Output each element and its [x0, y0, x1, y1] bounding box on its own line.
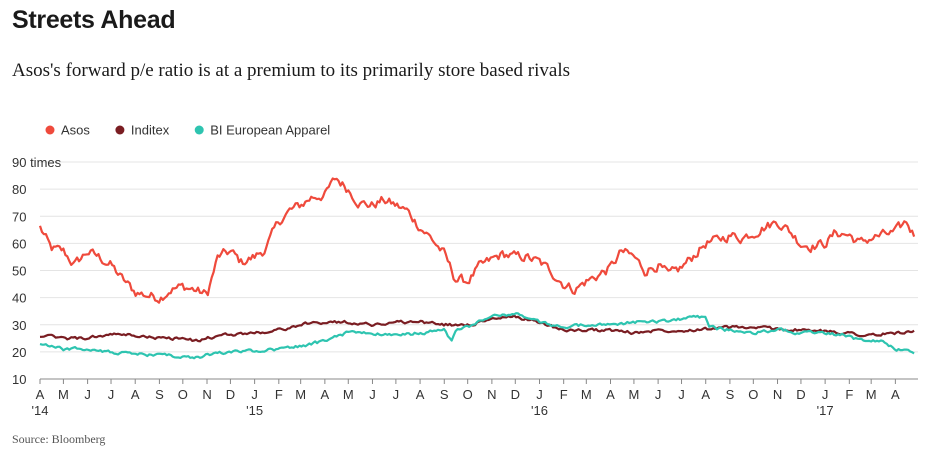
- chart-svg: Asos Inditex BI European Apparel 10 20 30 40 5…: [12, 123, 918, 418]
- x-tick-label: A: [891, 387, 900, 402]
- legend-marker-0: [45, 125, 55, 135]
- y-axis: 10 20 30 40 50 60 70 80 90 times: [12, 155, 62, 387]
- legend: Asos Inditex BI European Apparel: [45, 123, 330, 138]
- x-tick-label: A: [36, 387, 45, 402]
- x-tick-label: A: [416, 387, 425, 402]
- y-tick-label: 80: [12, 182, 26, 197]
- x-tick-label: J: [393, 387, 400, 402]
- legend-label-0: Asos: [61, 123, 90, 138]
- x-tick-label: J: [251, 387, 258, 402]
- x-tick-label: M: [295, 387, 306, 402]
- legend-label-2: BI European Apparel: [210, 123, 330, 138]
- y-tick-label: 20: [12, 345, 26, 360]
- x-tick-label: A: [131, 387, 140, 402]
- x-tick-label: D: [511, 387, 520, 402]
- y-tick-label: 10: [12, 372, 26, 387]
- legend-marker-1: [115, 125, 125, 135]
- y-tick-label: 60: [12, 236, 26, 251]
- y-tick-label: 70: [12, 209, 26, 224]
- x-tick-label: F: [560, 387, 568, 402]
- x-tick-label: O: [463, 387, 473, 402]
- series-line-inditex: [39, 314, 915, 343]
- x-tick-label: O: [748, 387, 758, 402]
- x-tick-label: M: [628, 387, 639, 402]
- x-tick-label: S: [440, 387, 449, 402]
- x-tick-label: J: [108, 387, 115, 402]
- x-tick-label: N: [487, 387, 496, 402]
- series-lines: [38, 177, 916, 360]
- x-tick-label: D: [226, 387, 235, 402]
- x-tick-label: S: [726, 387, 735, 402]
- y-tick-label: 90 times: [12, 155, 62, 170]
- x-tick-label: M: [866, 387, 877, 402]
- x-tick-label: J: [369, 387, 376, 402]
- x-tick-label: J: [84, 387, 91, 402]
- x-tick-label: M: [581, 387, 592, 402]
- x-tick-label: N: [202, 387, 211, 402]
- x-tick-label: F: [275, 387, 283, 402]
- x-tick-label: N: [773, 387, 782, 402]
- x-tick-label: A: [701, 387, 710, 402]
- x-tick-label: F: [845, 387, 853, 402]
- series-line-bi-european-apparel: [39, 312, 915, 360]
- x-year-label: '14: [32, 403, 49, 418]
- chart-title: Streets Ahead: [12, 6, 176, 34]
- x-tick-label: M: [58, 387, 69, 402]
- x-tick-label: D: [796, 387, 805, 402]
- x-year-label: '16: [531, 403, 548, 418]
- legend-marker-2: [194, 125, 204, 135]
- x-tick-label: A: [606, 387, 615, 402]
- x-year-label: '15: [246, 403, 263, 418]
- grid: [40, 161, 918, 380]
- y-tick-label: 40: [12, 291, 26, 306]
- y-tick-label: 30: [12, 318, 26, 333]
- x-tick-label: M: [343, 387, 354, 402]
- chart-subtitle: Asos's forward p/e ratio is at a premium…: [12, 60, 570, 81]
- x-axis: A M J J A S O N D J F M A M J J A S O N D J F M A M J J A S O N D J F M A'14…: [32, 379, 900, 418]
- x-tick-label: O: [178, 387, 188, 402]
- x-tick-label: J: [536, 387, 543, 402]
- source-note: Source: Bloomberg: [12, 432, 106, 446]
- x-tick-label: S: [155, 387, 164, 402]
- x-tick-label: J: [655, 387, 662, 402]
- y-tick-label: 50: [12, 264, 26, 279]
- series-line-asos: [38, 177, 916, 304]
- x-tick-label: J: [678, 387, 685, 402]
- x-tick-label: J: [822, 387, 829, 402]
- x-year-label: '17: [817, 403, 834, 418]
- x-tick-label: A: [321, 387, 330, 402]
- legend-label-1: Inditex: [131, 123, 170, 138]
